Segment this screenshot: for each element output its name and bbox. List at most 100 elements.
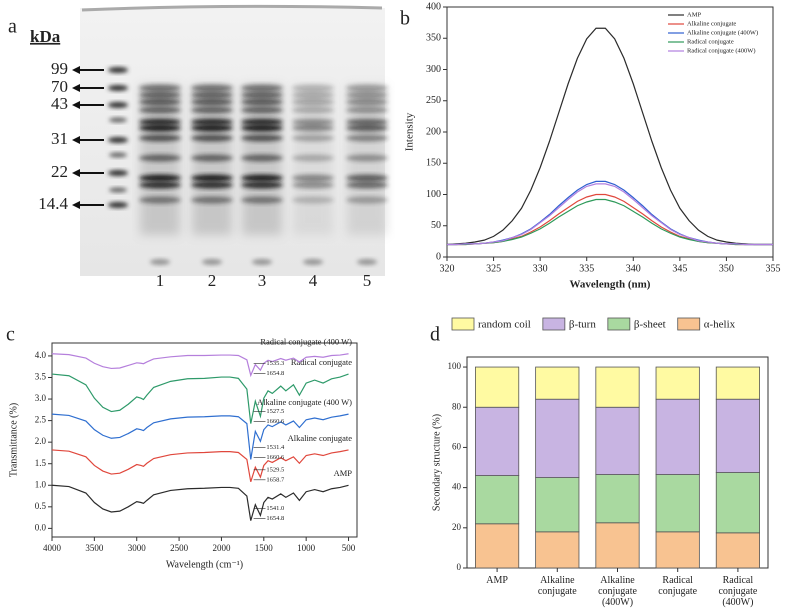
marker-band — [108, 85, 128, 91]
protein-band — [139, 91, 181, 99]
gel-edge — [81, 4, 383, 12]
panel-label: a — [8, 16, 17, 38]
legend-label: Radical conjugate — [687, 38, 734, 45]
marker-label: 70 — [51, 77, 68, 96]
protein-band — [139, 134, 181, 142]
protein-band — [191, 174, 233, 182]
protein-band — [191, 91, 233, 99]
bar-segment — [595, 474, 640, 524]
data-line — [51, 373, 349, 424]
x-tick-label: 350 — [719, 263, 734, 274]
protein-band — [292, 118, 334, 126]
legend-label: β-sheet — [634, 319, 666, 331]
legend-label: α-helix — [704, 319, 736, 331]
series-label: Radical conjugate (400 W) — [260, 337, 352, 347]
protein-band — [139, 84, 181, 92]
bar-segment — [475, 475, 520, 525]
marker-arrowhead — [72, 84, 80, 92]
marker-arrowhead — [72, 101, 80, 109]
peak-label: 1660.6 — [266, 418, 285, 425]
marker-label: 31 — [51, 129, 68, 148]
marker-band — [108, 67, 128, 73]
x-tick-label: 355 — [766, 263, 781, 274]
bar-segment — [715, 472, 760, 534]
x-tick-label: 340 — [626, 263, 641, 274]
y-tick-label: 50 — [431, 220, 441, 231]
x-tick-label: 335 — [579, 263, 594, 274]
peak-label: 1654.8 — [266, 370, 284, 377]
protein-band — [346, 84, 388, 92]
panel-label: d — [430, 324, 440, 346]
x-axis-label: Wavelength (cm⁻¹) — [166, 559, 243, 570]
gel-background — [80, 8, 385, 276]
protein-band — [241, 181, 283, 189]
data-line — [51, 353, 349, 378]
bar-segment — [655, 398, 700, 475]
y-tick-label: 3.0 — [35, 393, 47, 403]
series-label: Alkaline conjugate — [288, 433, 353, 443]
legend-label: Radical conjugate (400W) — [687, 47, 756, 54]
protein-band — [241, 174, 283, 182]
legend-swatch — [607, 317, 631, 331]
x-tick-label: Radical conjugate (400W) — [718, 575, 758, 608]
y-tick-label: 3.5 — [35, 372, 47, 382]
protein-band — [346, 181, 388, 189]
protein-band — [292, 91, 334, 99]
protein-band — [191, 134, 233, 142]
panel-label: b — [400, 8, 410, 30]
bar-segment — [715, 398, 760, 473]
x-tick-label: 2000 — [212, 543, 231, 553]
protein-band — [346, 154, 388, 162]
y-tick-label: 100 — [426, 189, 441, 200]
protein-band — [139, 118, 181, 126]
bar-segment — [655, 474, 700, 533]
lane-label: 3 — [258, 271, 267, 290]
x-tick-label: 3000 — [128, 543, 147, 553]
panel-label: c — [6, 324, 15, 346]
protein-band — [241, 124, 283, 132]
bar-segment — [535, 398, 580, 478]
y-tick-label: 4.0 — [35, 350, 47, 360]
protein-band — [139, 181, 181, 189]
peak-label: 1535.3 — [266, 360, 284, 367]
x-tick-label: 2500 — [170, 543, 189, 553]
marker-arrowhead — [72, 66, 80, 74]
x-tick-label: 345 — [672, 263, 687, 274]
data-line — [51, 449, 349, 482]
well-spot — [252, 259, 272, 265]
y-tick-label: 1.0 — [35, 479, 47, 489]
y-tick-label: 150 — [426, 158, 441, 169]
bar-segment — [475, 366, 520, 408]
legend-label: random coil — [478, 319, 531, 331]
well-spot — [357, 259, 377, 265]
bar-segment — [655, 366, 700, 400]
series-label: AMP — [334, 468, 353, 478]
data-line — [447, 198, 773, 246]
protein-band — [346, 124, 388, 132]
protein-band — [346, 106, 388, 114]
marker-arrowhead — [72, 169, 80, 177]
protein-band — [292, 106, 334, 114]
peak-label: 1660.6 — [266, 454, 285, 461]
y-tick-label: 300 — [426, 64, 441, 75]
marker-band — [108, 102, 128, 108]
bar-segment — [655, 531, 700, 569]
y-tick-label: 250 — [426, 95, 441, 106]
marker-band — [109, 117, 127, 123]
y-tick-label: 350 — [426, 33, 441, 44]
protein-band — [191, 154, 233, 162]
data-line — [447, 183, 773, 246]
protein-band — [346, 134, 388, 142]
protein-band — [191, 84, 233, 92]
legend-label: AMP — [687, 11, 701, 18]
protein-band — [346, 196, 388, 204]
lane-label: 5 — [363, 271, 372, 290]
marker-arrowhead — [72, 136, 80, 144]
y-axis-label: Intensity — [404, 112, 416, 151]
protein-band — [241, 154, 283, 162]
marker-label: 22 — [51, 162, 68, 181]
peak-label: 1531.4 — [266, 444, 285, 451]
x-tick-label: 1000 — [297, 543, 316, 553]
legend-swatch — [677, 317, 701, 331]
